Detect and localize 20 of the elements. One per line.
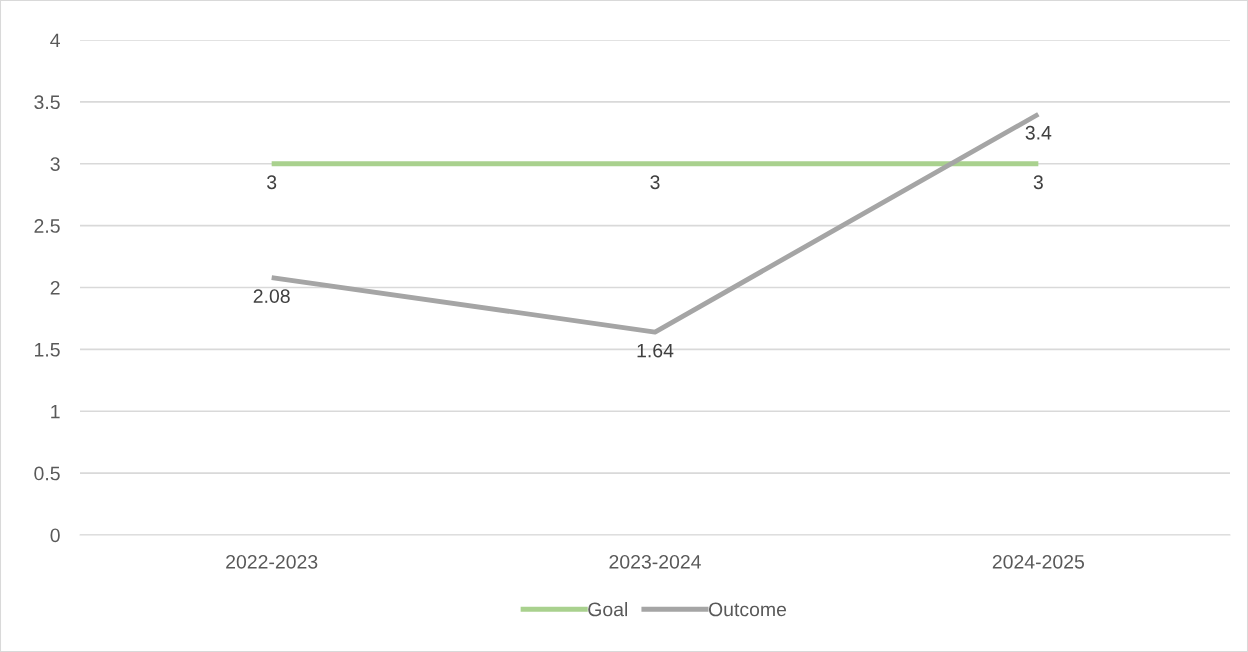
legend-label: Outcome	[708, 602, 787, 617]
y-tick-label: 1	[51, 404, 60, 419]
y-tick-label: 1.5	[35, 343, 60, 357]
data-label: 3.4	[1025, 125, 1052, 140]
y-tick-label: 2	[50, 280, 60, 295]
x-tick-label: 2022-2023	[226, 554, 318, 569]
data-label: 3	[1033, 175, 1043, 190]
y-tick-label: 3	[50, 157, 60, 171]
y-tick-label: 3.5	[34, 95, 60, 110]
data-label: 1.64	[637, 343, 674, 358]
data-label: 2.08	[253, 289, 290, 303]
x-tick-label: 2023-2024	[609, 554, 701, 569]
y-tick-label: 2.5	[34, 219, 60, 233]
y-tick-label: 0	[50, 528, 60, 543]
legend-label: Goal	[588, 602, 628, 617]
x-tick-label: 2024-2025	[992, 554, 1085, 569]
y-tick-label: 0.5	[34, 466, 60, 481]
y-tick-label: 4	[50, 33, 60, 48]
data-label: 3	[267, 175, 277, 190]
data-label: 3	[650, 175, 660, 190]
